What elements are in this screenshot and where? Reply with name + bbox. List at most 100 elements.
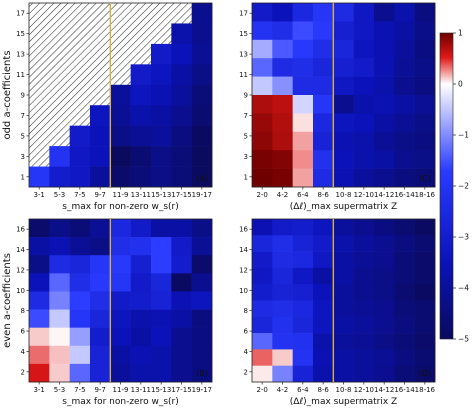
heatmap-cell: [49, 219, 70, 238]
heatmap-cell: [353, 300, 375, 318]
heatmap-cell: [130, 3, 152, 24]
heatmap-cell: [353, 365, 375, 383]
heatmap-cell: [333, 284, 354, 301]
x-tick-label: 4-2: [277, 191, 288, 199]
y-tick-label: 11: [16, 71, 25, 79]
heatmap-cell: [374, 39, 395, 59]
heatmap-cell: [292, 284, 314, 301]
heatmap-cell: [29, 84, 50, 106]
heatmap-cell: [171, 23, 192, 45]
heatmap-cell: [90, 105, 111, 126]
heatmap-cell: [333, 21, 354, 41]
heatmap-cell: [69, 166, 91, 188]
heatmap-cell: [374, 349, 395, 366]
heatmap-cell: [69, 84, 91, 106]
heatmap-cell: [191, 327, 213, 347]
heatmap-cell: [191, 43, 213, 65]
y-tick-label: 2: [21, 368, 25, 376]
x-tick-label: 18-16: [415, 191, 436, 199]
heatmap-cell: [252, 95, 273, 114]
heatmap-cell: [313, 95, 334, 114]
y-tick-label: 9: [21, 92, 25, 100]
heatmap-cell: [272, 300, 293, 318]
heatmap-cell: [292, 58, 314, 77]
heatmap-cell: [29, 125, 50, 147]
heatmap-cell: [49, 43, 70, 65]
heatmap-cell: [313, 349, 334, 366]
heatmap-cell: [69, 363, 91, 383]
heatmap-cell: [414, 316, 436, 334]
heatmap-cell: [272, 39, 293, 59]
heatmap-cell: [292, 39, 314, 59]
heatmap-cell: [252, 267, 273, 285]
heatmap-cell: [414, 219, 436, 236]
heatmap-cell: [110, 237, 131, 256]
heatmap-cell: [151, 345, 172, 365]
heatmap-cell: [353, 3, 375, 22]
heatmap-cell: [414, 3, 436, 22]
heatmap-cell: [252, 3, 273, 22]
heatmap-cell: [414, 235, 436, 252]
heatmap-cell: [130, 345, 152, 365]
panel-label: (A): [196, 174, 208, 183]
y-tick-label: 14: [16, 246, 25, 254]
heatmap-cell: [414, 21, 436, 41]
heatmap-cell: [151, 237, 172, 256]
heatmap-cell: [333, 300, 354, 318]
heatmap-cell: [333, 95, 354, 114]
heatmap-cell: [374, 251, 395, 269]
heatmap-cell: [69, 255, 91, 274]
heatmap-cell: [292, 267, 314, 285]
heatmap-cell: [394, 150, 415, 169]
heatmap-cell: [49, 166, 70, 188]
heatmap-cell: [29, 363, 50, 383]
heatmap-cell: [191, 166, 213, 188]
heatmap-cell: [49, 237, 70, 256]
heatmap-cell: [414, 58, 436, 77]
heatmap-cell: [414, 150, 436, 169]
heatmap-cell: [374, 76, 395, 96]
panel-c-heatmap: 2-0 4-2 6-4 8-6 10-8 12-10 14-12 16-14 18-161357…: [239, 2, 436, 212]
heatmap-cell: [292, 219, 314, 236]
heatmap-cell: [313, 235, 334, 252]
heatmap-cell: [292, 95, 314, 114]
heatmap-cell: [272, 333, 293, 350]
heatmap-cell: [414, 365, 436, 383]
heatmap-cell: [272, 113, 293, 133]
heatmap-cell: [353, 131, 375, 151]
heatmap-cell: [130, 237, 152, 256]
y-tick-label: 13: [239, 51, 248, 59]
heatmap-cell: [333, 58, 354, 77]
heatmap-cell: [313, 284, 334, 301]
heatmap-cell: [191, 3, 213, 24]
heatmap-cell: [171, 125, 192, 147]
heatmap-cell: [414, 131, 436, 151]
heatmap-cell: [394, 251, 415, 269]
x-tick-label: 4-2: [277, 386, 288, 394]
heatmap-cell: [90, 84, 111, 106]
heatmap-cell: [90, 125, 111, 147]
heatmap-cell: [333, 251, 354, 269]
y-tick-label: 7: [244, 112, 248, 120]
heatmap-cell: [374, 150, 395, 169]
heatmap-cell: [313, 219, 334, 236]
heatmap-cell: [151, 105, 172, 126]
heatmap-cell: [414, 284, 436, 301]
y-tick-label: 12: [239, 266, 248, 274]
heatmap-cell: [353, 21, 375, 41]
heatmap-cell: [374, 3, 395, 22]
heatmap-cell: [252, 113, 273, 133]
x-tick-label: 8-6: [317, 386, 329, 394]
heatmap-cell: [252, 349, 273, 366]
x-tick-label: 15-13: [151, 386, 171, 394]
heatmap-cell: [313, 333, 334, 350]
heatmap-cell: [313, 21, 334, 41]
heatmap-cell: [49, 291, 70, 310]
y-axis-label: even a-coefficients: [2, 253, 13, 348]
heatmap-cell: [292, 113, 314, 133]
heatmap-cell: [151, 291, 172, 310]
heatmap-cell: [69, 327, 91, 347]
panel-label: (D): [419, 369, 431, 378]
heatmap-cell: [313, 251, 334, 269]
y-tick-label: 11: [239, 71, 248, 79]
